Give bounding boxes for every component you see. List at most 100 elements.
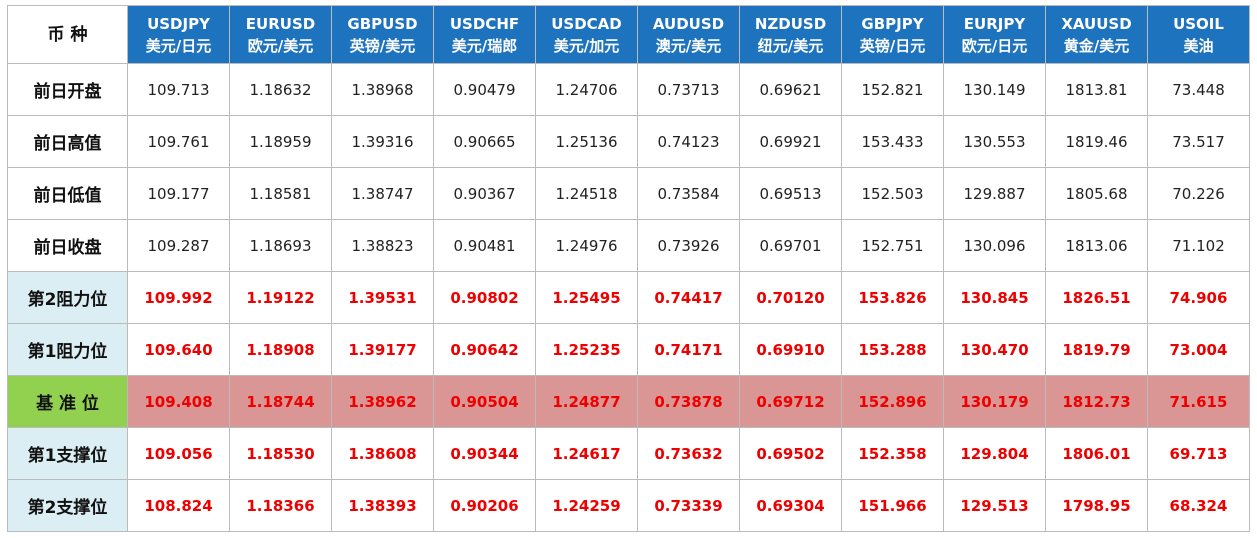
row-label: 第1阻力位 [7,323,128,376]
value-cell: 0.73926 [637,219,740,272]
value-cell: 0.90665 [433,115,536,168]
value-cell: 1.18530 [229,427,332,480]
value-cell: 0.90479 [433,63,536,116]
value-cell: 129.887 [943,167,1046,220]
value-cell: 0.74417 [637,271,740,324]
symbol-code: GBPJPY [861,14,924,33]
value-cell: 152.896 [841,375,944,428]
value-cell: 152.358 [841,427,944,480]
data-row: 前日收盘 109.287 1.18693 1.38823 0.90481 1.24976 0… [7,219,1250,272]
value-cell: 1819.79 [1045,323,1148,376]
value-cell: 68.324 [1147,479,1250,532]
value-cell: 1.24518 [535,167,638,220]
symbol-code: EURJPY [963,14,1026,33]
symbol-name: 英镑/美元 [349,36,416,55]
value-cell: 130.470 [943,323,1046,376]
header-cell: USDCHF 美元/瑞郎 [433,5,536,64]
row-label: 第2支撑位 [7,479,128,532]
value-cell: 152.751 [841,219,944,272]
value-cell: 153.826 [841,271,944,324]
value-cell: 1826.51 [1045,271,1148,324]
value-cell: 1.25235 [535,323,638,376]
symbol-code: AUDUSD [652,14,725,33]
symbol-name: 澳元/美元 [655,36,722,55]
value-cell: 71.615 [1147,375,1250,428]
symbol-code: GBPUSD [347,14,418,33]
value-cell: 109.056 [127,427,230,480]
symbol-name: 美元/加元 [553,36,620,55]
value-cell: 71.102 [1147,219,1250,272]
symbol-name: 英镑/日元 [859,36,926,55]
value-cell: 0.69910 [739,323,842,376]
value-cell: 109.640 [127,323,230,376]
header-cell: GBPJPY 英镑/日元 [841,5,944,64]
value-cell: 153.288 [841,323,944,376]
value-cell: 130.845 [943,271,1046,324]
row-label: 前日高值 [7,115,128,168]
symbol-code: XAUUSD [1061,14,1132,33]
value-cell: 1813.81 [1045,63,1148,116]
value-cell: 152.821 [841,63,944,116]
value-cell: 1806.01 [1045,427,1148,480]
value-cell: 0.90642 [433,323,536,376]
value-cell: 73.004 [1147,323,1250,376]
value-cell: 1.18908 [229,323,332,376]
data-row: 前日低值 109.177 1.18581 1.38747 0.90367 1.24518 0… [7,167,1250,220]
symbol-code: USOIL [1173,14,1224,33]
value-cell: 0.73632 [637,427,740,480]
header-cell: USDCAD 美元/加元 [535,5,638,64]
symbol-name: 美元/瑞郎 [451,36,518,55]
value-cell: 73.517 [1147,115,1250,168]
value-cell: 130.179 [943,375,1046,428]
data-row: 第2阻力位 109.992 1.19122 1.39531 0.90802 1.25495… [7,271,1250,324]
row-label: 前日低值 [7,167,128,220]
value-cell: 1.18366 [229,479,332,532]
value-cell: 109.177 [127,167,230,220]
value-cell: 0.73878 [637,375,740,428]
value-cell: 0.69712 [739,375,842,428]
value-cell: 1798.95 [1045,479,1148,532]
value-cell: 0.90802 [433,271,536,324]
value-cell: 1.25136 [535,115,638,168]
row-label: 前日收盘 [7,219,128,272]
value-cell: 130.149 [943,63,1046,116]
value-cell: 0.69921 [739,115,842,168]
value-cell: 0.74171 [637,323,740,376]
header-cell: EURUSD 欧元/美元 [229,5,332,64]
data-row: 第1阻力位 109.640 1.18908 1.39177 0.90642 1.25235… [7,323,1250,376]
value-cell: 1813.06 [1045,219,1148,272]
header-cell: AUDUSD 澳元/美元 [637,5,740,64]
symbol-name: 欧元/美元 [247,36,314,55]
value-cell: 1.38747 [331,167,434,220]
value-cell: 1.38962 [331,375,434,428]
value-cell: 1819.46 [1045,115,1148,168]
value-cell: 108.824 [127,479,230,532]
value-cell: 109.761 [127,115,230,168]
quote-table: 币 种 USDJPY 美元/日元 EURUSD 欧元/美元 GBPUSD 英镑/美元 USDC… [7,5,1250,532]
value-cell: 1.18959 [229,115,332,168]
value-cell: 130.096 [943,219,1046,272]
value-cell: 151.966 [841,479,944,532]
value-cell: 1.25495 [535,271,638,324]
value-cell: 0.69701 [739,219,842,272]
value-cell: 1.39177 [331,323,434,376]
value-cell: 0.73713 [637,63,740,116]
symbol-name: 黄金/美元 [1063,36,1130,55]
symbol-name: 欧元/日元 [961,36,1028,55]
row-label: 基 准 位 [7,375,128,428]
value-cell: 1.38968 [331,63,434,116]
value-cell: 1.38608 [331,427,434,480]
value-cell: 74.906 [1147,271,1250,324]
row-label: 第1支撑位 [7,427,128,480]
value-cell: 0.90367 [433,167,536,220]
value-cell: 109.408 [127,375,230,428]
value-cell: 109.992 [127,271,230,324]
value-cell: 0.69513 [739,167,842,220]
value-cell: 1.18632 [229,63,332,116]
value-cell: 0.90206 [433,479,536,532]
symbol-code: NZDUSD [754,14,827,33]
symbol-code: USDCAD [551,14,622,33]
value-cell: 1812.73 [1045,375,1148,428]
value-cell: 1.24877 [535,375,638,428]
